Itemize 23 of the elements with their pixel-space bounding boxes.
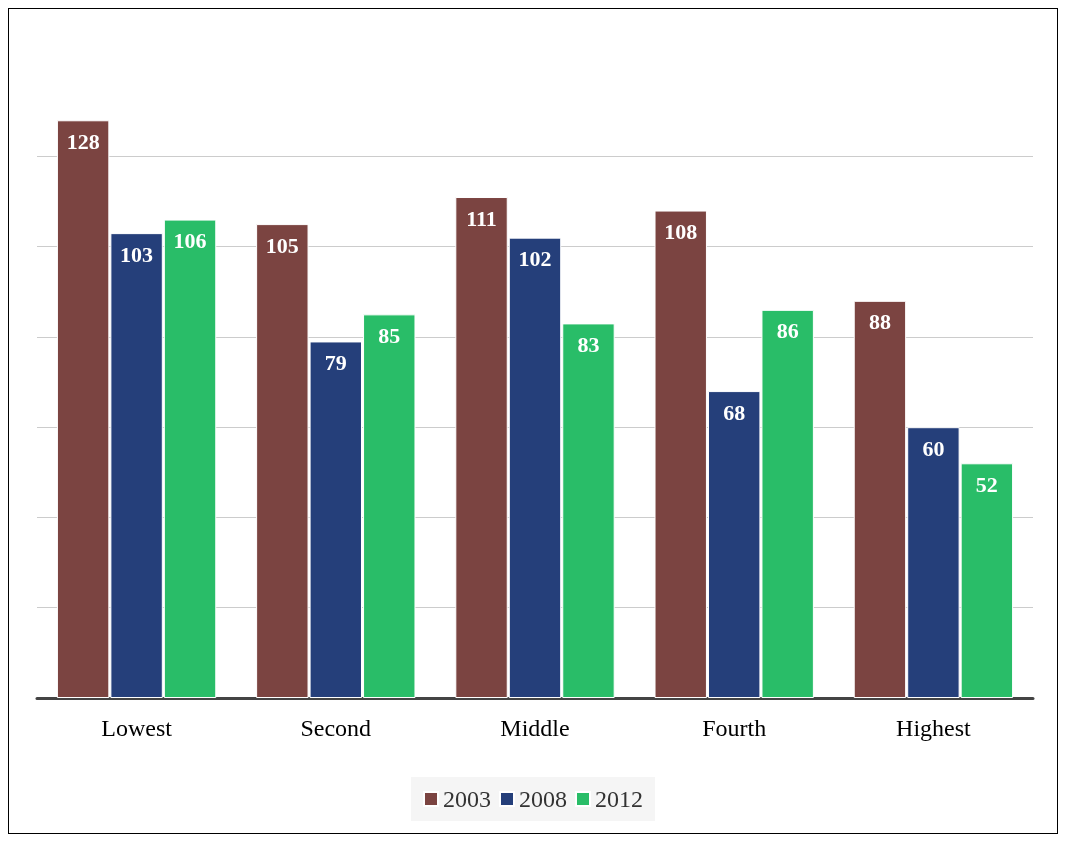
x-tick-label: Middle [500,715,570,741]
data-label: 83 [577,331,600,357]
legend-label: 2008 [519,786,567,812]
data-label: 102 [518,246,552,272]
data-label: 52 [975,471,998,497]
x-tick-label: Highest [896,715,972,741]
data-label: 85 [378,322,401,348]
data-label: 105 [265,232,299,258]
legend-label: 2003 [443,786,491,812]
x-tick-label: Fourth [702,715,767,741]
data-label: 128 [66,128,100,154]
data-label: 68 [723,399,746,425]
x-tick-label: Lowest [101,715,173,741]
data-label: 108 [664,219,698,245]
data-label: 111 [466,205,497,231]
data-label: 88 [868,309,891,335]
data-label: 86 [776,318,799,344]
legend-label: 2012 [595,786,643,812]
data-label: 79 [324,349,347,375]
data-label: 103 [120,241,154,267]
x-tick-label: Second [300,715,372,741]
data-label: 60 [922,435,945,461]
data-label: 106 [173,228,207,254]
